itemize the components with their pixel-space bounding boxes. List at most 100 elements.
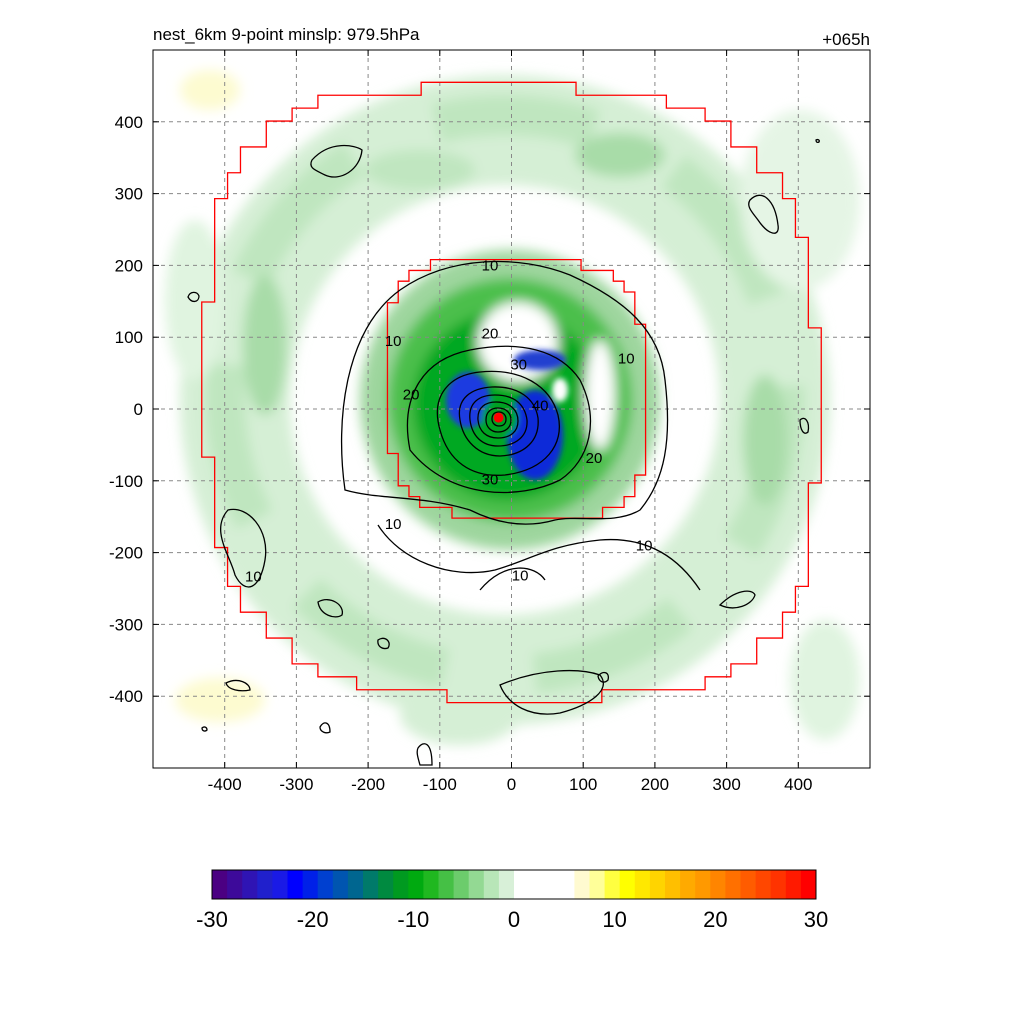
colorbar-swatch [604, 870, 621, 899]
colorbar-swatch [755, 870, 772, 899]
colorbar-swatch [589, 870, 606, 899]
contour-small-ne [748, 194, 779, 234]
y-tick-label: -400 [109, 687, 143, 706]
colorbar-swatch [317, 870, 334, 899]
y-tick-label: -300 [109, 615, 143, 634]
colorbar-tick-label: -20 [297, 907, 329, 932]
contour-label: 10 [385, 333, 402, 350]
axes: -400 -300 -200 -100 0 100 200 300 400-400-300-20… [109, 50, 870, 794]
colorbar-swatch [242, 870, 258, 899]
inner-domain-box [386, 259, 647, 519]
colorbar-swatch [257, 870, 273, 899]
colorbar-swatch [378, 870, 394, 899]
y-tick-label: 300 [115, 185, 143, 204]
colorbar-swatch [529, 870, 545, 899]
colorbar-swatch [347, 870, 364, 899]
x-tick-label: 300 [712, 775, 740, 794]
outer-domain-box [201, 81, 822, 704]
colorbar-swatch [287, 870, 304, 899]
colorbar-swatch [514, 870, 530, 899]
contour-label: 20 [586, 450, 603, 467]
contour-label: 10 [245, 568, 262, 585]
colorbar-swatch [302, 870, 319, 899]
colorbar-swatch [227, 870, 243, 899]
colorbar-tick-label: 10 [602, 907, 626, 932]
contour-lines [187, 138, 820, 766]
domain-boxes [201, 81, 822, 704]
y-tick-label: -200 [109, 544, 143, 563]
contour-south [499, 669, 604, 715]
contour-label: 10 [618, 351, 635, 368]
y-tick-label: 400 [115, 113, 143, 132]
x-tick-label: -400 [208, 775, 242, 794]
colorbar-swatch [212, 870, 228, 899]
contour-labels: 10 10 10 10 10 10 10 20 20 20 30 30 40 [245, 257, 653, 585]
x-tick-label: 0 [507, 775, 516, 794]
chart-title: nest_6km 9-point minslp: 979.5hPa [153, 25, 420, 44]
colorbar-swatch [800, 870, 817, 899]
colorbar-swatch [332, 870, 349, 899]
colorbar-tick-label: 0 [508, 907, 520, 932]
contour-small-nw [310, 144, 363, 178]
contour-label: 10 [385, 516, 402, 533]
colorbar-swatch [649, 870, 666, 899]
contour-label: 20 [482, 326, 499, 343]
colorbar-swatch [725, 870, 741, 899]
storm-center-marker [493, 412, 504, 423]
x-tick-label: -300 [279, 775, 313, 794]
colorbar-swatch [574, 870, 590, 899]
colorbar-swatch [483, 870, 500, 899]
colorbar-swatch [544, 870, 560, 899]
forecast-hour-label: +065h [822, 30, 870, 49]
y-tick-label: 0 [134, 400, 143, 419]
contour-label: 10 [636, 537, 653, 554]
x-tick-label: 200 [641, 775, 669, 794]
contour-30 [436, 370, 560, 476]
colorbar-swatch [393, 870, 409, 899]
colorbar-swatch [453, 870, 470, 899]
colorbar-swatch [408, 870, 424, 899]
colorbar: -30 -20 -10 0 10 20 30 [196, 869, 828, 932]
colorbar-tick-label: 20 [703, 907, 727, 932]
contour-10-outer [377, 524, 701, 591]
y-tick-label: -100 [109, 472, 143, 491]
colorbar-tick-label: -30 [196, 907, 228, 932]
colorbar-swatch [363, 870, 379, 899]
colorbar-swatch [740, 870, 757, 899]
colorbar-swatch [559, 870, 575, 899]
contour-label: 40 [532, 397, 549, 414]
colorbar-swatch [665, 870, 681, 899]
contour-small-w [187, 291, 200, 303]
eyewall-blue [507, 390, 563, 480]
x-tick-label: -100 [423, 775, 457, 794]
colorbar-swatch [498, 870, 515, 899]
contour-40 [458, 386, 539, 457]
x-tick-label: 400 [784, 775, 812, 794]
colorbar-swatch [619, 870, 636, 899]
contour-10-inner [340, 260, 669, 525]
colorbar-tick-label: -10 [397, 907, 429, 932]
colorbar-tick-label: 30 [804, 907, 828, 932]
contour-small-sw [220, 508, 267, 588]
colorbar-swatch [272, 870, 288, 899]
colorbar-frame [211, 869, 817, 900]
colorbar-swatch [695, 870, 711, 899]
colorbar-swatch [438, 870, 455, 899]
contour-20 [406, 345, 592, 494]
colorbar-swatch [680, 870, 696, 899]
y-tick-label: 100 [115, 328, 143, 347]
colorbar-swatch [785, 870, 802, 899]
contour-label: 30 [482, 471, 499, 488]
contour-label: 10 [512, 568, 529, 585]
contour-label: 20 [403, 387, 420, 404]
contour-label: 30 [510, 356, 527, 373]
contour-label: 10 [482, 257, 499, 274]
x-tick-label: 100 [569, 775, 597, 794]
colorbar-swatch [423, 870, 439, 899]
colorbar-swatch [710, 870, 726, 899]
colorbar-swatch [634, 870, 651, 899]
colorbar-swatch [468, 870, 485, 899]
y-tick-label: 200 [115, 256, 143, 275]
x-tick-label: -200 [351, 775, 385, 794]
